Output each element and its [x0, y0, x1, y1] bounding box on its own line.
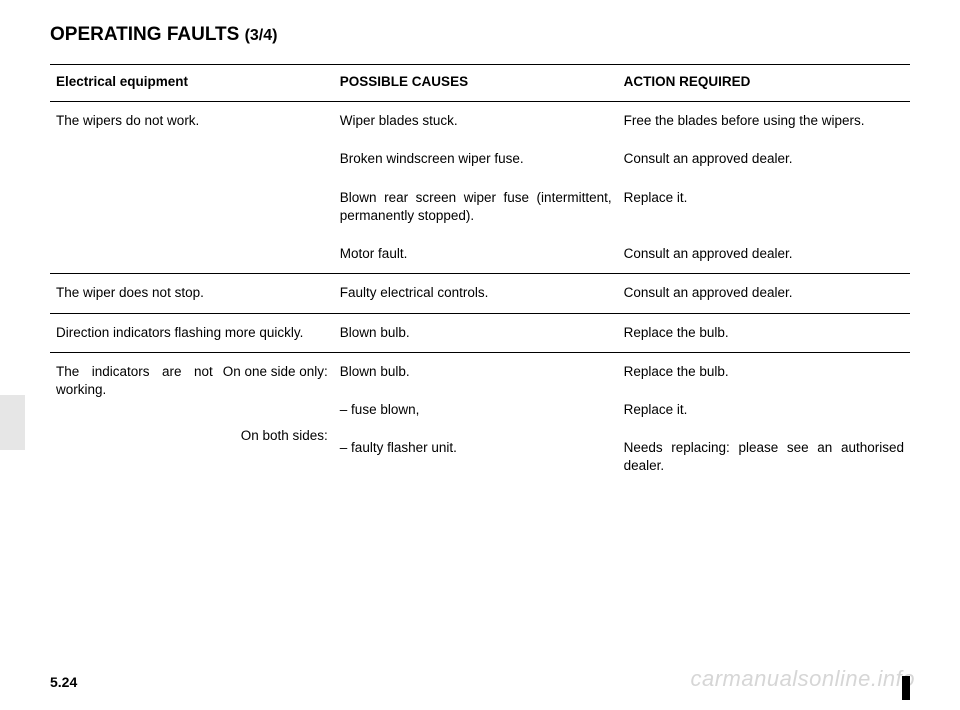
cell-action: Consult an approved dealer.	[618, 140, 910, 178]
faults-table: Electrical equipment POSSIBLE CAUSES ACT…	[50, 64, 910, 486]
cell-action: Consult an approved dealer.	[618, 235, 910, 274]
corner-mark-icon	[902, 676, 910, 700]
watermark-text: carmanualsonline.info	[690, 666, 915, 692]
cell-action: Consult an approved dealer.	[618, 274, 910, 313]
title-main: OPERATING FAULTS	[50, 24, 239, 45]
header-action: ACTION REQUIRED	[618, 65, 910, 102]
cell-action: Replace it.	[618, 179, 910, 235]
sub-equipment-left	[56, 427, 231, 445]
header-causes: POSSIBLE CAUSES	[334, 65, 618, 102]
sub-equipment: The indicators are not working. On one s…	[56, 363, 328, 399]
cell-equipment: The wiper does not stop.	[50, 274, 334, 313]
cell-action: Needs replacing: please see an authorise…	[618, 429, 910, 485]
table-row: The wipers do not work. Wiper blades stu…	[50, 102, 910, 141]
cell-action: Replace the bulb.	[618, 352, 910, 391]
cell-action: Replace it.	[618, 391, 910, 429]
table-row: The wiper does not stop. Faulty electric…	[50, 274, 910, 313]
cell-action: Free the blades before using the wipers.	[618, 102, 910, 141]
sub-equipment-right: On both sides:	[241, 427, 328, 445]
cell-cause: Blown bulb.	[334, 352, 618, 391]
cell-equipment: The wipers do not work.	[50, 102, 334, 274]
cell-cause: Blown rear screen wiper fuse (intermitte…	[334, 179, 618, 235]
page-title: OPERATING FAULTS (3/4)	[50, 24, 910, 46]
sub-equipment-right: On one side only:	[223, 363, 328, 399]
sub-equipment-left: The indicators are not working.	[56, 363, 213, 399]
cell-cause: – fuse blown,	[334, 391, 618, 429]
cell-cause: – faulty flasher unit.	[334, 429, 618, 485]
title-sub: (3/4)	[245, 27, 278, 44]
cell-action: Replace the bulb.	[618, 313, 910, 352]
cell-cause: Broken windscreen wiper fuse.	[334, 140, 618, 178]
sub-equipment: On both sides:	[56, 427, 328, 445]
cell-cause: Blown bulb.	[334, 313, 618, 352]
header-equipment: Electrical equipment	[50, 65, 334, 102]
cell-cause: Faulty electrical controls.	[334, 274, 618, 313]
cell-cause: Motor fault.	[334, 235, 618, 274]
cell-cause: Wiper blades stuck.	[334, 102, 618, 141]
page-number: 5.24	[50, 674, 77, 690]
cell-equipment: Direction indicators flashing more quick…	[50, 313, 334, 352]
table-header-row: Electrical equipment POSSIBLE CAUSES ACT…	[50, 65, 910, 102]
cell-equipment: The indicators are not working. On one s…	[50, 352, 334, 485]
table-row: The indicators are not working. On one s…	[50, 352, 910, 391]
table-row: Direction indicators flashing more quick…	[50, 313, 910, 352]
side-tab	[0, 395, 25, 450]
